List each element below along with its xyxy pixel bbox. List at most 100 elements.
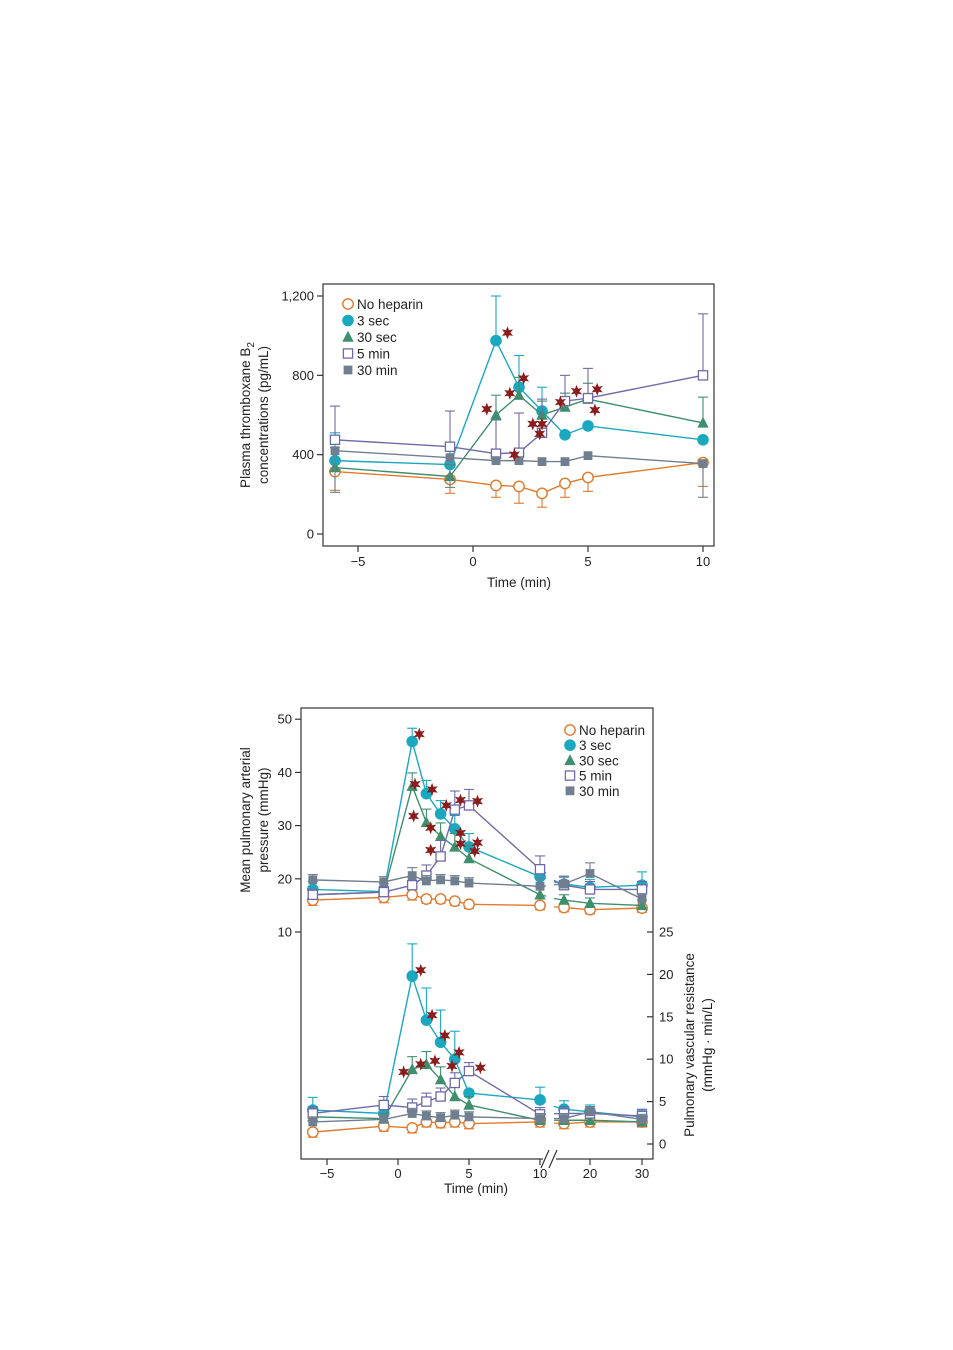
hemodynamics-chart: 10 20 30 40 50 0 5 10 15 20 25 −5 0 5 10 20 30 No hepa… (238, 707, 715, 1196)
pressure-point-s3 (434, 808, 447, 820)
resistance-point-m30 (407, 1109, 417, 1118)
pressure-point-m30 (436, 875, 445, 885)
resistance-significance-star (426, 1008, 438, 1022)
thromboxane-point-s3 (582, 420, 594, 432)
pressure-point-no_heparin (448, 895, 461, 908)
thromboxane-point-no_heparin (536, 487, 548, 500)
pressure-point-m5 (534, 863, 546, 875)
resistance-y-ticks: 0 5 10 15 20 25 (647, 925, 673, 1152)
resistance-significance-star (415, 963, 427, 977)
resistance-point-m5 (378, 1099, 390, 1111)
resistance-y-tick-label: 20 (659, 967, 673, 982)
thromboxane-legend-label-m30: 30 min (357, 363, 398, 378)
pressure-point-s30 (534, 888, 546, 900)
pressure-point-m30 (379, 877, 389, 887)
resistance-y-axis-label: Pulmonary vascular resistance (682, 953, 697, 1137)
pressure-point-m30 (407, 871, 417, 881)
pressure-significance-star (409, 777, 421, 791)
thromboxane-significance-star (518, 371, 530, 385)
thromboxane-legend-marker-s30 (342, 330, 354, 342)
thromboxane-legend-marker-s3 (342, 314, 354, 327)
pressure-point-m5 (463, 800, 475, 811)
pressure-y-tick-label: 40 (278, 765, 292, 780)
x-axis-break-slash (548, 1149, 558, 1169)
hemodynamics-x-tick-label: −5 (320, 1166, 335, 1181)
resistance-point-m5 (435, 1091, 446, 1102)
pressure-point-m30 (450, 876, 460, 886)
pressure-point-s30 (636, 899, 648, 911)
thromboxane-significance-star (589, 403, 601, 417)
thromboxane-legend-label-s3: 3 sec (357, 314, 390, 329)
resistance-point-m30 (379, 1115, 389, 1124)
thromboxane-significance-star (591, 382, 603, 396)
thromboxane-y-axis-label-line2: concentrations (pg/mL) (256, 346, 271, 484)
hemodynamics-legend-marker-no_heparin (564, 724, 576, 736)
resistance-significance-star (453, 1045, 465, 1059)
hemodynamics-legend-marker-m30 (565, 786, 575, 796)
pressure-point-m30 (559, 879, 569, 889)
pressure-point-no_heparin (406, 888, 419, 901)
pressure-significance-star (413, 727, 425, 741)
resistance-significance-star (439, 1029, 451, 1042)
resistance-point-no_heparin (306, 1126, 319, 1139)
pressure-significance-star (454, 793, 467, 807)
pressure-series (306, 727, 648, 916)
pressure-significance-star (454, 837, 467, 851)
thromboxane-point-m5 (444, 441, 456, 452)
pressure-significance-star (471, 836, 484, 850)
pressure-point-s30 (558, 893, 570, 905)
thromboxane-point-m30 (698, 459, 708, 468)
hemodynamics-x-tick-label: 20 (583, 1166, 597, 1181)
pressure-line-no_heparin (563, 906, 643, 911)
pressure-significance-star (471, 794, 484, 808)
resistance-significance-stars (398, 963, 486, 1079)
resistance-point-m30 (308, 1117, 318, 1127)
thromboxane-point-m30 (583, 451, 593, 461)
resistance-point-m30 (450, 1110, 460, 1120)
resistance-point-no_heparin (406, 1121, 419, 1134)
thromboxane-point-s3 (490, 334, 502, 347)
pressure-significance-star (408, 809, 420, 823)
resistance-y-tick-label: 0 (659, 1137, 666, 1152)
resistance-series-m30 (307, 1106, 647, 1127)
resistance-point-m30 (464, 1112, 474, 1122)
hemodynamics-x-axis-label: Time (min) (444, 1181, 508, 1196)
thromboxane-y-tick-label: 1,200 (281, 289, 314, 304)
thromboxane-legend-label-no_heparin: No heparin (357, 297, 423, 312)
thromboxane-point-m30 (560, 457, 570, 467)
resistance-point-m30 (637, 1115, 647, 1124)
pressure-point-s3 (406, 735, 419, 748)
thromboxane-point-no_heparin (559, 477, 571, 490)
thromboxane-significance-star (508, 448, 520, 462)
thromboxane-significance-star (504, 386, 516, 400)
hemodynamics-legend-marker-m5 (564, 770, 576, 781)
pressure-series-m30 (307, 862, 647, 904)
pressure-y-ticks: 10 20 30 40 50 (278, 712, 301, 940)
pressure-point-s30 (584, 897, 596, 908)
thromboxane-y-axis-label-main: Plasma thromboxane B (238, 348, 253, 488)
hemodynamics-x-tick-label: 0 (394, 1166, 401, 1181)
thromboxane-significance-star (527, 417, 539, 431)
thromboxane-plot-frame (322, 283, 715, 547)
hemodynamics-x-tick-label: 10 (533, 1166, 547, 1181)
thromboxane-point-m30 (330, 446, 340, 456)
pressure-point-m5 (406, 879, 418, 891)
thromboxane-legend-marker-m30 (343, 365, 353, 375)
hemodynamics-legend-label-m30: 30 min (579, 784, 620, 799)
pressure-y-tick-label: 50 (278, 712, 292, 727)
thromboxane-y-axis-label: Plasma thromboxane B2 (238, 342, 257, 488)
thromboxane-significance-star (570, 384, 583, 398)
pressure-significance-star (440, 798, 452, 812)
pressure-point-no_heparin (434, 893, 447, 905)
resistance-line-s3 (312, 973, 541, 1115)
resistance-point-m5 (463, 1065, 475, 1077)
thromboxane-x-tick-label: 0 (469, 554, 476, 569)
hemodynamics-legend-label-s3: 3 sec (579, 738, 612, 753)
resistance-point-m30 (422, 1111, 431, 1121)
pressure-significance-star (426, 782, 438, 796)
thromboxane-significance-star (501, 326, 514, 340)
pressure-point-m5 (435, 851, 446, 862)
resistance-y-tick-label: 15 (659, 1009, 673, 1024)
